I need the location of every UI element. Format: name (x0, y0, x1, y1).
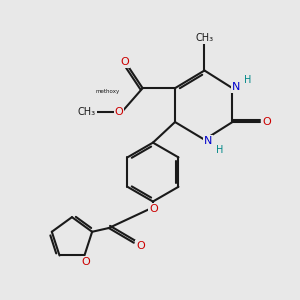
Text: H: H (215, 145, 223, 155)
Text: CH₃: CH₃ (195, 33, 214, 43)
Text: N: N (232, 82, 240, 92)
Text: O: O (136, 241, 145, 251)
Text: O: O (262, 117, 271, 127)
Text: N: N (204, 136, 212, 146)
Text: O: O (115, 107, 124, 117)
Text: CH₃: CH₃ (78, 107, 96, 117)
Text: O: O (82, 257, 90, 267)
Text: O: O (149, 204, 158, 214)
Text: methoxy: methoxy (95, 88, 119, 94)
Text: H: H (244, 75, 251, 85)
Text: O: O (120, 57, 129, 67)
